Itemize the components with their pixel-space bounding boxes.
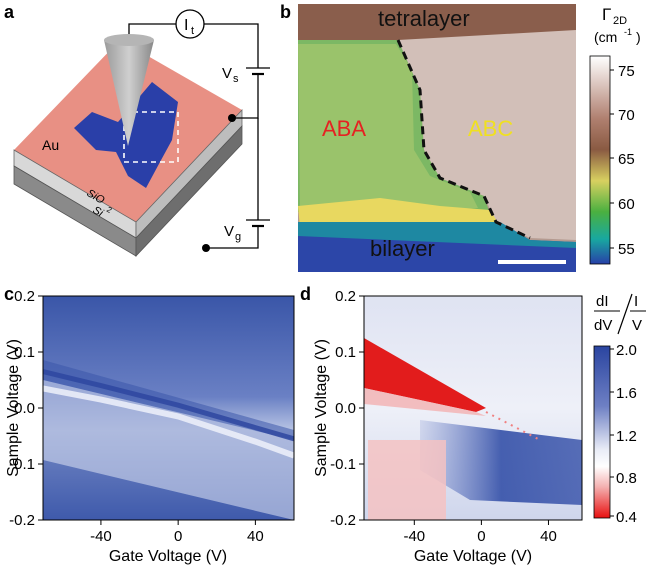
colorbar-b-tick: 65 (618, 151, 635, 168)
colorbar-d-num1: dI (596, 293, 609, 310)
c-xlabel: Gate Voltage (V) (109, 548, 227, 565)
colorbar-d-tick: 1.2 (616, 428, 637, 445)
stm-tip-top (104, 34, 154, 46)
wire-to-gate (206, 226, 259, 249)
panel-d: d -40 0 40 0.2 0.1 0.0 -0.1 -0.2 Gate Voltage (… (300, 284, 646, 565)
gate-contact (202, 244, 210, 252)
colorbar-d-num2: I (634, 293, 638, 310)
y-tick-label: 0.1 (14, 344, 35, 361)
colorbar-b-tick: 75 (618, 63, 635, 80)
label-bilayer: bilayer (370, 236, 435, 261)
colorbar-b-tick: 55 (618, 241, 635, 258)
si-side (135, 124, 243, 258)
panel-a: a I t V s V g Au SiO 2 Si (4, 2, 270, 258)
x-tick-label: 40 (540, 528, 557, 545)
colorbar-d-den1: dV (594, 317, 612, 334)
label-abc: ABC (468, 116, 513, 141)
panel-label-c: c (4, 284, 14, 304)
colorbar-b-title: Γ (602, 5, 611, 24)
wire-tip (128, 23, 176, 34)
vs-label: V (222, 65, 232, 82)
heatmap-d-red (364, 338, 486, 412)
colorbar-b-ticks: 75 70 65 60 55 (610, 63, 635, 258)
heatmap-d-blue (420, 420, 582, 505)
colorbar-b-unit: (cm (594, 29, 617, 45)
y-tick-label: 0.2 (14, 288, 35, 305)
colorbar-d-tick: 0.4 (616, 509, 637, 526)
colorbar-b-tick: 70 (618, 107, 635, 124)
colorbar-b-unit-end: ) (636, 29, 641, 45)
vg-label: V (224, 223, 234, 240)
heatmap-c-band (43, 380, 294, 520)
current-label: I (184, 17, 188, 34)
current-meter (175, 9, 205, 39)
domain-boundary (396, 39, 531, 240)
au-contact (228, 114, 236, 122)
c-feature-line (43, 369, 294, 442)
heatmap-d-red-edge (364, 388, 486, 416)
panel-label-a: a (4, 2, 15, 22)
stm-tip (104, 40, 154, 146)
heatmap-d-pink (368, 440, 446, 520)
colorbar-d-slash (617, 293, 633, 335)
scan-region-box (123, 111, 179, 163)
c-feature-line (43, 385, 294, 459)
x-tick-label: 0 (477, 528, 485, 545)
y-tick-label: 0.0 (335, 400, 356, 417)
current-sub: t (191, 25, 194, 37)
colorbar-d-ticks: 2.0 1.6 1.2 0.8 0.4 (610, 342, 637, 526)
wire-top (204, 23, 259, 68)
vs-sub: s (233, 73, 239, 85)
d-ylabel: Sample Voltage (V) (313, 339, 330, 477)
y-tick-label: -0.2 (330, 512, 356, 529)
y-tick-label: -0.1 (330, 456, 356, 473)
heatmap-c-axes: -40 0 40 0.2 0.1 0.0 -0.1 -0.2 (9, 288, 264, 545)
heatmap-d-axes: -40 0 40 0.2 0.1 0.0 -0.1 -0.2 (330, 288, 557, 545)
colorbar-d-den2: V (632, 317, 642, 334)
colorbar-d-tick: 1.6 (616, 385, 637, 402)
y-tick-label: 0.0 (14, 400, 35, 417)
yellow-edge (298, 198, 500, 228)
x-tick-label: -40 (90, 528, 112, 545)
y-tick-label: -0.2 (9, 512, 35, 529)
panel-b: b tetralayer bilayer ABA ABC Γ 2D (cm -1… (280, 2, 641, 272)
label-tetralayer: tetralayer (378, 6, 470, 31)
label-aba: ABA (322, 116, 366, 141)
colorbar-b-title-sub: 2D (613, 15, 627, 27)
heatmap-d-trace (485, 411, 541, 441)
colorbar-b (589, 55, 611, 265)
y-tick-label: 0.1 (335, 344, 356, 361)
x-tick-label: -40 (403, 528, 425, 545)
au-label: Au (42, 137, 59, 153)
colorbar-b-unit-sup: -1 (624, 27, 632, 37)
x-tick-label: 40 (247, 528, 264, 545)
panel-label-d: d (300, 284, 311, 304)
panel-c: c -40 0 40 0.2 0.1 0.0 -0.1 -0.2 Gate Voltage (… (4, 284, 295, 565)
c-ylabel: Sample Voltage (V) (5, 339, 22, 477)
colorbar-d (593, 345, 611, 519)
colorbar-d-tick: 2.0 (616, 342, 637, 359)
sio2-sub: 2 (105, 205, 114, 215)
heatmap-c-features (43, 369, 294, 459)
d-xlabel: Gate Voltage (V) (414, 548, 532, 565)
colorbar-b-tick: 60 (618, 196, 635, 213)
y-tick-label: 0.2 (335, 288, 356, 305)
x-tick-label: 0 (174, 528, 182, 545)
aba-inner (298, 44, 478, 210)
y-tick-label: -0.1 (9, 456, 35, 473)
panel-label-b: b (280, 2, 291, 22)
vg-sub: g (235, 231, 241, 243)
abc-region (398, 30, 576, 240)
colorbar-d-tick: 0.8 (616, 470, 637, 487)
